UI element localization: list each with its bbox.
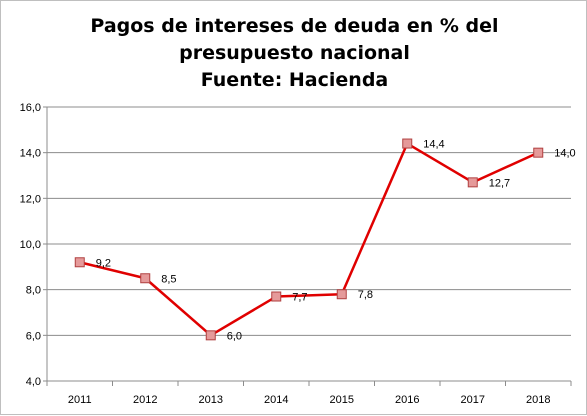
data-point-marker [74,257,85,268]
y-tick-label: 4,0 [26,376,41,388]
series-line [79,142,539,337]
y-tick-label: 8,0 [26,285,41,297]
chart-title: Pagos de intereses de deuda en % del pre… [1,13,587,94]
x-tick-label: 2017 [461,394,485,406]
y-tick-label: 16,0 [20,102,41,114]
data-label: 9,2 [96,257,111,269]
x-tick-label: 2012 [133,394,157,406]
data-label: 7,8 [358,289,373,301]
y-tick-label: 12,0 [20,193,41,205]
data-point-marker [140,273,151,284]
data-point-marker [336,289,347,300]
x-tick-label: 2018 [526,394,550,406]
data-label: 6,0 [227,330,242,342]
data-label: 14,0 [554,148,575,160]
data-label: 14,4 [423,139,444,151]
data-point-marker [402,138,413,149]
data-point-marker [533,147,544,158]
chart-title-line-1: Pagos de intereses de deuda en % del [90,15,499,37]
data-label: 12,7 [489,177,510,189]
x-tick-label: 2014 [264,394,288,406]
data-point-marker [271,291,282,302]
data-point-marker [467,177,478,188]
data-point-marker [205,330,216,341]
y-tick-label: 14,0 [20,148,41,160]
chart-title-line-2: presupuesto nacional [179,42,410,64]
x-tick-label: 2011 [68,394,92,406]
x-tick-label: 2015 [330,394,354,406]
x-tick-label: 2016 [395,394,419,406]
chart-title-line-3: Fuente: Hacienda [200,69,389,91]
data-label: 8,5 [161,273,176,285]
y-tick-label: 6,0 [26,330,41,342]
data-label: 7,7 [292,292,307,304]
x-tick-label: 2013 [199,394,223,406]
y-tick-label: 10,0 [20,239,41,251]
